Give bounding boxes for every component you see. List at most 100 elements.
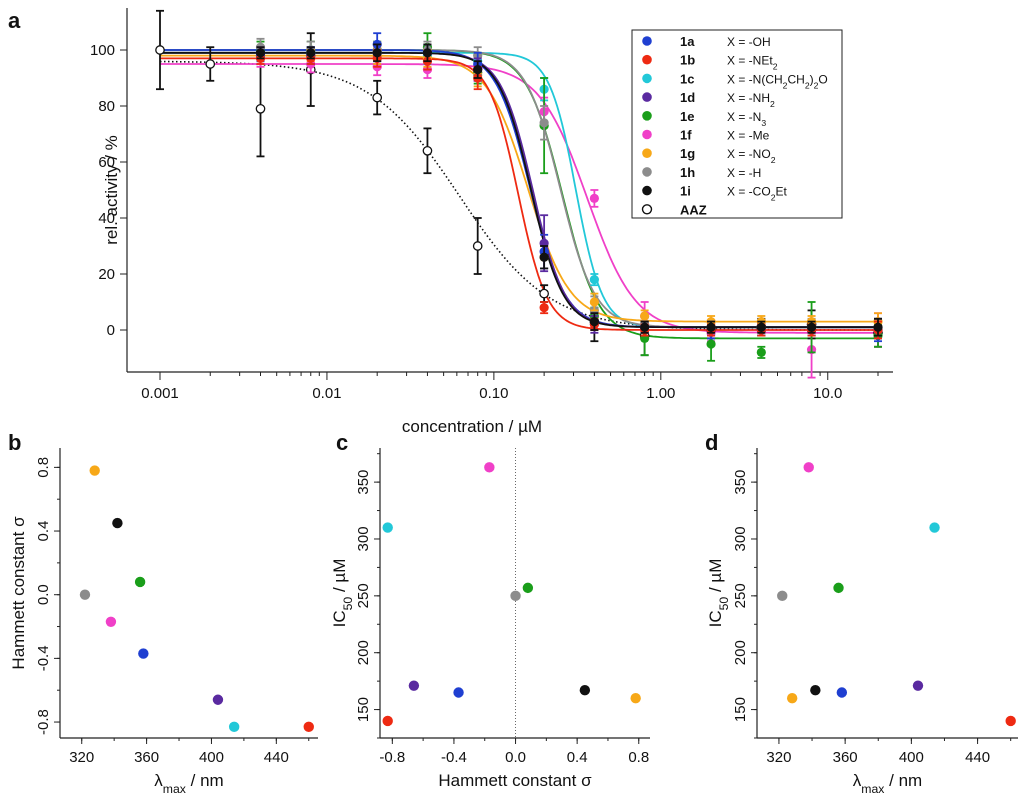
data-point-1b [382, 715, 393, 727]
legend-entry-1f-id: 1f [680, 128, 692, 143]
y-tick-label: 0.0 [35, 584, 52, 605]
label-part: λ [853, 771, 862, 790]
legend-entry-1b-label: X = -NEt2 [727, 54, 778, 72]
x-axis-label: Hammett constant σ [438, 771, 592, 790]
data-point-1i [640, 322, 650, 332]
label-part: X = -H [727, 166, 761, 180]
legend-entry-1a-label: X = -OH [727, 35, 771, 49]
y-axis-label: IC50 / µM [330, 559, 355, 628]
y-tick-label: 350 [732, 470, 749, 495]
legend-entry-1b-marker [642, 54, 652, 65]
x-tick-label: 0.01 [312, 385, 341, 402]
x-axis-label: concentration / µM [402, 417, 542, 436]
x-tick-label: 0.0 [505, 749, 526, 766]
data-point-1i [422, 48, 433, 58]
data-point-1i [706, 322, 716, 332]
legend-entry-1d-id: 1d [680, 90, 695, 105]
label-part: / nm [884, 771, 922, 790]
data-point-AAZ [422, 145, 433, 156]
data-point-1h [510, 590, 521, 602]
label-part: O [818, 72, 827, 86]
data-point-AAZ [205, 59, 216, 69]
data-point-1h [777, 590, 788, 602]
y-axis-label: IC50 / µM [706, 559, 731, 628]
label-subscript: 50 [341, 597, 355, 611]
y-tick-label: 350 [355, 470, 372, 495]
x-axis-label: λmax / nm [853, 771, 922, 796]
data-point-1i [255, 48, 266, 58]
legend-entry-1i-marker [642, 185, 652, 196]
label-subscript: max [861, 782, 884, 796]
y-tick-label: 150 [355, 697, 372, 722]
legend-entry-AAZ-marker [641, 204, 653, 215]
y-tick-label: -0.8 [35, 709, 52, 735]
data-point-1e [833, 582, 844, 594]
label-part: IC [706, 610, 725, 627]
legend-entry-1f-label: X = -Me [727, 129, 770, 143]
panel-letter-a: a [8, 8, 21, 33]
data-point-1c [228, 721, 240, 733]
data-point-AAZ [372, 92, 383, 103]
data-point-1f [589, 193, 599, 203]
y-tick-label: 80 [98, 98, 115, 115]
label-part: X = -N [727, 110, 761, 124]
data-point-1g [640, 311, 650, 321]
x-tick-label: 440 [965, 749, 990, 766]
data-point-1c [382, 522, 393, 533]
x-tick-label: 360 [134, 749, 159, 766]
label-subscript: 2 [771, 193, 776, 203]
data-point-1c [589, 275, 599, 285]
data-point-1i [756, 322, 766, 332]
data-point-1f [484, 462, 495, 473]
label-subscript: 2 [770, 99, 775, 109]
label-subscript: 2 [773, 62, 778, 72]
y-tick-label: 20 [98, 266, 115, 283]
data-point-1f [105, 616, 117, 627]
label-part: X = -NH [727, 91, 770, 105]
data-point-AAZ [155, 45, 165, 55]
y-tick-label: 200 [355, 640, 372, 665]
label-part: X = -NEt [727, 54, 773, 68]
label-subscript: 2 [783, 80, 788, 90]
y-tick-label: 40 [98, 210, 115, 227]
label-subscript: 2 [805, 80, 810, 90]
x-tick-label: 320 [766, 749, 791, 766]
x-tick-label: 400 [199, 749, 224, 766]
data-point-1f [803, 462, 814, 473]
legend-box [631, 29, 843, 219]
data-point-1b [303, 721, 314, 733]
y-tick-label: 300 [732, 526, 749, 551]
x-tick-label: 0.8 [628, 749, 649, 766]
data-point-1i [806, 322, 817, 332]
x-axis-label: λmax / nm [154, 771, 223, 796]
x-tick-label: 440 [264, 749, 289, 766]
x-tick-label: -0.8 [379, 749, 405, 766]
y-tick-label: 150 [732, 697, 749, 722]
label-subscript: 3 [761, 118, 766, 128]
legend-entry-1c-marker [642, 73, 652, 84]
panel-d-ic50-vs-lambda: d 150 200 250 300 350 320 360 400 440 λmax / nm IC5… [705, 430, 1018, 796]
legend-entry-1g-marker [642, 148, 652, 158]
label-part: λ [154, 771, 163, 790]
y-tick-label: 0 [107, 322, 115, 339]
legend-entry-1e-id: 1e [680, 109, 694, 124]
y-tick-label: 200 [732, 640, 749, 665]
label-part: / nm [186, 771, 224, 790]
legend-entry-1d-marker [642, 92, 652, 102]
legend-entry-AAZ-id: AAZ [680, 202, 707, 217]
panel-c-ic50-vs-hammett: c 150 200 250 300 350 -0.8 -0.4 0.0 0.4 0.8 Hammett… [330, 430, 650, 790]
data-point-1g [89, 465, 100, 476]
data-point-1a [453, 687, 464, 698]
legend-entry-1h-marker [642, 167, 652, 177]
label-subscript: 2 [771, 155, 776, 165]
data-point-1g [589, 297, 599, 307]
data-point-1i [372, 48, 382, 58]
panel-letter-c: c [336, 430, 348, 455]
panel-b-hammett-vs-lambda: b -0.8 -0.4 0.0 0.4 0.8 320 360 400 440 λmax / nm H… [8, 430, 318, 796]
panel-letter-d: d [705, 430, 718, 455]
legend-entry-1i-id: 1i [680, 184, 691, 199]
legend-entry-1a-marker [642, 36, 652, 46]
data-point-1e [706, 339, 716, 349]
data-point-1g [630, 692, 641, 704]
